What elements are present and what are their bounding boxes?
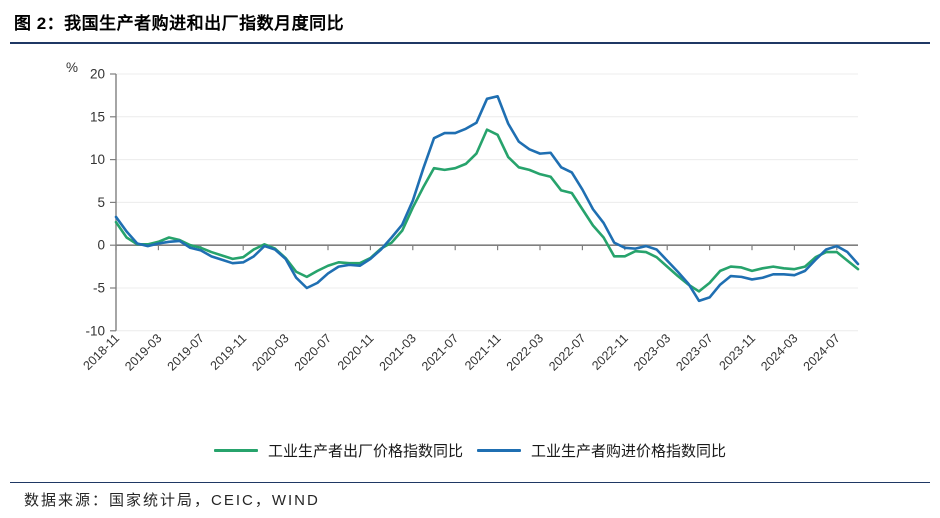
legend-item-output-ppi: 工业生产者出厂价格指数同比 (213, 440, 463, 461)
x-tick-label: 2023-03 (631, 331, 673, 373)
x-tick-label: 2023-07 (673, 331, 715, 373)
x-tick-label: 2021-11 (462, 331, 504, 373)
title-underline (10, 42, 930, 44)
x-tick-label: 2022-03 (504, 331, 546, 373)
legend-swatch-green (213, 449, 258, 452)
legend-label: 工业生产者购进价格指数同比 (531, 443, 727, 460)
x-tick-label: 2022-07 (546, 331, 588, 373)
x-tick-label: 2019-11 (208, 331, 250, 373)
y-tick-label: -10 (85, 323, 105, 338)
y-tick-label: -5 (93, 281, 105, 296)
x-tick-label: 2024-07 (801, 331, 843, 373)
figure-title: 图 2：我国生产者购进和出厂指数月度同比 (14, 14, 345, 33)
y-tick-label: 5 (97, 195, 105, 210)
x-tick-label: 2021-07 (419, 331, 461, 373)
x-tick-label: 2019-07 (165, 331, 207, 373)
legend: 工业生产者出厂价格指数同比 工业生产者购进价格指数同比 (0, 440, 940, 461)
x-tick-label: 2024-03 (758, 331, 800, 373)
y-tick-label: 15 (90, 109, 105, 124)
legend-item-input-ppi: 工业生产者购进价格指数同比 (477, 440, 726, 461)
x-tick-label: 2020-03 (249, 331, 291, 373)
x-tick-label: 2021-03 (377, 331, 419, 373)
ppi-output-series-line (114, 128, 860, 293)
x-tick-label: 2023-11 (716, 331, 758, 373)
ppi-input-series-line (114, 94, 860, 303)
legend-swatch-blue (477, 449, 521, 452)
x-tick-label: 2022-11 (589, 331, 631, 373)
y-tick-label: 0 (97, 238, 105, 253)
data-source-text: 数据来源：国家统计局，CEIC，WIND (24, 492, 320, 509)
footer-rule (10, 482, 930, 483)
x-tick-label: 2020-07 (292, 331, 334, 373)
y-axis-unit-label: % (66, 60, 78, 75)
y-tick-label: 20 (90, 67, 105, 82)
x-tick-label: 2020-11 (335, 331, 377, 373)
y-tick-label: 10 (90, 152, 105, 167)
legend-label: 工业生产者出厂价格指数同比 (267, 443, 463, 460)
x-tick-label: 2019-03 (122, 331, 164, 373)
